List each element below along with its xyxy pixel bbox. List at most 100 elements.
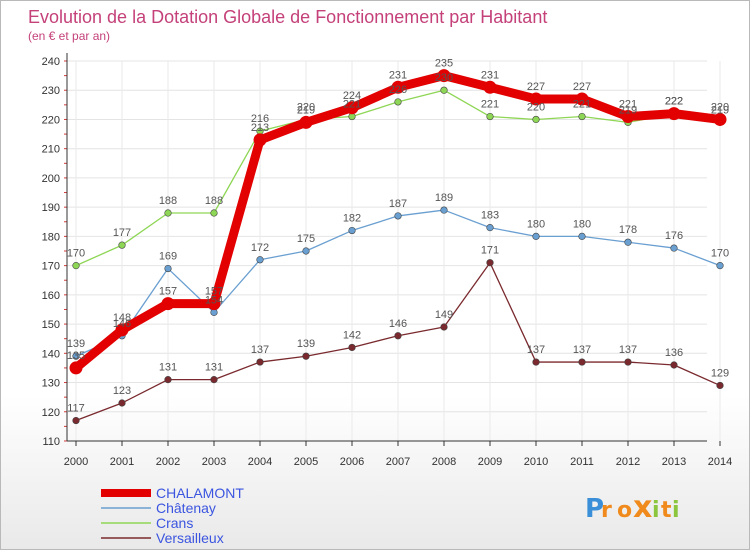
x-tick-label: 2009	[478, 456, 502, 468]
data-label: 178	[619, 224, 637, 236]
data-point-versailleux	[348, 343, 356, 352]
y-tick-label: 180	[42, 231, 60, 243]
data-point-chalamont	[713, 112, 727, 126]
data-point-crans	[72, 262, 80, 270]
x-tick-label: 2004	[248, 456, 272, 468]
data-label: 221	[343, 99, 361, 111]
data-point-versailleux	[716, 381, 724, 390]
y-tick-label: 140	[42, 348, 60, 360]
data-label: 137	[527, 344, 545, 356]
data-label: 169	[159, 251, 177, 263]
data-point-châtenay	[486, 224, 494, 232]
x-tick-label: 2000	[64, 456, 88, 468]
data-point-chalamont	[207, 297, 221, 311]
proxiti-logo: Pr o x i t i	[585, 490, 680, 525]
data-point-versailleux	[394, 332, 402, 340]
x-tick-label: 2014	[708, 456, 732, 468]
data-point-chalamont	[621, 110, 635, 124]
y-tick-label: 150	[42, 319, 60, 331]
logo-letter: P	[585, 494, 604, 524]
data-label: 221	[481, 99, 499, 111]
data-label: 220	[711, 101, 729, 113]
axis-layer: 110 120 130 140 150 160 170 180 190 200 210 220 230 2…	[42, 53, 732, 468]
legend-label-châtenay: Châtenay	[156, 500, 216, 516]
data-point-crans	[394, 98, 402, 106]
data-label: 157	[205, 286, 223, 298]
data-point-châtenay	[164, 264, 172, 273]
data-label: 117	[67, 403, 85, 415]
y-tick-label: 190	[42, 202, 60, 214]
data-point-versailleux	[670, 361, 678, 369]
y-tick-label: 130	[42, 378, 60, 390]
data-point-versailleux	[624, 358, 632, 366]
logo-letter: x	[633, 490, 652, 525]
chart-title: Evolution de la Dotation Globale de Fonc…	[28, 7, 547, 27]
data-label: 219	[297, 104, 315, 116]
data-point-versailleux	[486, 259, 494, 267]
data-point-châtenay	[578, 232, 586, 240]
data-point-châtenay	[624, 238, 632, 246]
data-point-chalamont	[345, 101, 359, 115]
data-label: 139	[67, 338, 85, 350]
y-tick-label: 200	[42, 173, 60, 185]
data-point-crans	[440, 86, 448, 94]
data-label: 231	[389, 69, 407, 81]
data-label: 235	[435, 58, 453, 70]
logo-letter: i	[652, 498, 660, 523]
data-label: 222	[665, 96, 683, 108]
y-tick-label: 110	[42, 436, 60, 448]
data-point-châtenay	[348, 226, 356, 235]
data-point-versailleux	[578, 358, 586, 366]
data-point-versailleux	[256, 358, 264, 366]
data-label: 180	[527, 218, 545, 230]
x-tick-label: 2001	[110, 456, 134, 468]
chart-subtitle: (en € et par an)	[28, 29, 110, 43]
y-tick-label: 230	[42, 85, 60, 97]
data-point-chalamont	[391, 80, 405, 94]
x-tick-label: 2005	[294, 456, 318, 468]
data-point-chalamont	[667, 107, 681, 121]
data-label: 170	[67, 248, 85, 260]
data-point-chalamont	[69, 361, 83, 375]
data-point-versailleux	[302, 352, 310, 360]
data-point-crans	[164, 209, 172, 217]
data-point-chalamont	[575, 92, 589, 106]
data-point-chalamont	[253, 133, 267, 147]
data-label: 231	[481, 69, 499, 81]
data-point-crans	[486, 112, 494, 121]
data-label: 219	[711, 104, 729, 116]
data-label: 135	[67, 350, 85, 362]
y-tick-label: 220	[42, 114, 60, 126]
data-point-chalamont	[483, 80, 497, 94]
data-label: 227	[573, 81, 591, 93]
data-label: 123	[113, 385, 131, 397]
data-label-layer: 117 123 131 131 137 139 142 146 149 171 137 137 137 1…	[67, 58, 729, 415]
legend-label-versailleux: Versailleux	[156, 530, 224, 546]
data-label: 154	[205, 294, 223, 306]
series-layer	[69, 69, 727, 425]
data-label: 146	[113, 318, 131, 330]
data-label: 176	[665, 230, 683, 242]
logo-letter: o	[617, 498, 632, 523]
x-tick-label: 2010	[524, 456, 548, 468]
data-point-châtenay	[670, 244, 678, 252]
data-point-versailleux	[210, 376, 218, 384]
x-tick-label: 2012	[616, 456, 640, 468]
data-label: 149	[435, 309, 453, 321]
y-tick-label: 120	[42, 407, 60, 419]
x-tick-label: 2008	[432, 456, 456, 468]
data-label: 172	[251, 242, 269, 254]
data-label: 129	[711, 367, 729, 379]
y-tick-label: 170	[42, 261, 60, 273]
data-point-versailleux	[532, 358, 540, 366]
data-label: 180	[573, 218, 591, 230]
logo-letter: i	[672, 498, 680, 523]
data-point-versailleux	[118, 399, 126, 407]
data-label: 175	[297, 233, 315, 245]
data-point-chalamont	[529, 92, 543, 106]
data-point-crans	[210, 209, 218, 217]
